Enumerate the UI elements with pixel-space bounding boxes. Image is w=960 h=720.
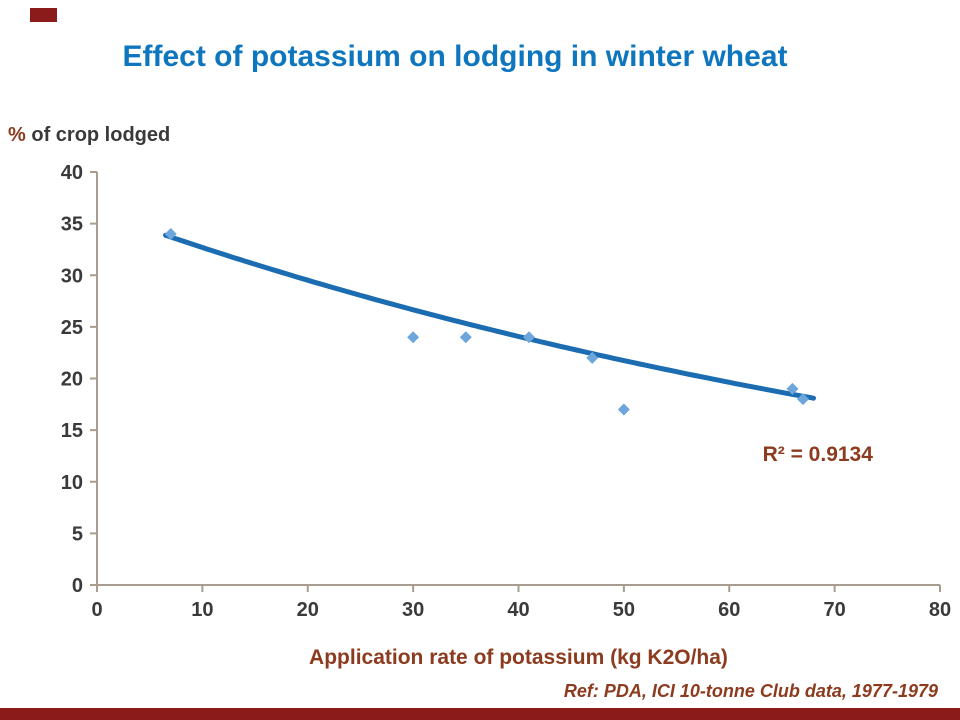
data-point-marker: [586, 351, 599, 364]
y-tick-label: 15: [61, 420, 83, 442]
trend-line: [163, 232, 816, 401]
x-tick-label: 10: [191, 599, 213, 621]
y-tick-label: 30: [61, 265, 83, 287]
y-axis-title-percent: %: [8, 124, 26, 146]
data-point-marker: [407, 331, 420, 344]
y-axis-title-text: of crop lodged: [25, 124, 171, 146]
x-tick-label: 30: [402, 599, 424, 621]
y-tick-label: 35: [61, 214, 83, 236]
data-point-marker: [617, 403, 630, 416]
corner-accent-block: [30, 8, 57, 22]
x-tick-label: 40: [507, 599, 529, 621]
y-tick-label: 20: [61, 369, 83, 391]
bottom-accent-bar: [0, 708, 960, 720]
r-squared-label: R² = 0.9134: [763, 443, 874, 466]
data-point-marker: [523, 331, 536, 344]
x-tick-label: 20: [297, 599, 319, 621]
y-tick-label: 5: [72, 523, 83, 545]
x-tick-label: 80: [929, 599, 951, 621]
x-axis-title: Application rate of potassium (kg K2O/ha…: [309, 646, 728, 669]
x-tick-label: 0: [91, 599, 102, 621]
chart-title: Effect of potassium on lodging in winter…: [122, 40, 788, 73]
y-tick-label: 40: [61, 162, 83, 184]
data-point-marker: [797, 393, 810, 406]
data-point-marker: [786, 382, 799, 395]
data-point-marker: [164, 227, 177, 240]
y-axis-title: % of crop lodged: [8, 124, 170, 147]
y-tick-label: 25: [61, 317, 83, 339]
x-tick-label: 50: [613, 599, 635, 621]
x-tick-label: 60: [718, 599, 740, 621]
x-tick-label: 70: [824, 599, 846, 621]
reference-text: Ref: PDA, ICI 10-tonne Club data, 1977-1…: [563, 681, 938, 701]
data-point-marker: [459, 331, 472, 344]
y-tick-label: 10: [61, 472, 83, 494]
y-tick-label: 0: [72, 575, 83, 597]
